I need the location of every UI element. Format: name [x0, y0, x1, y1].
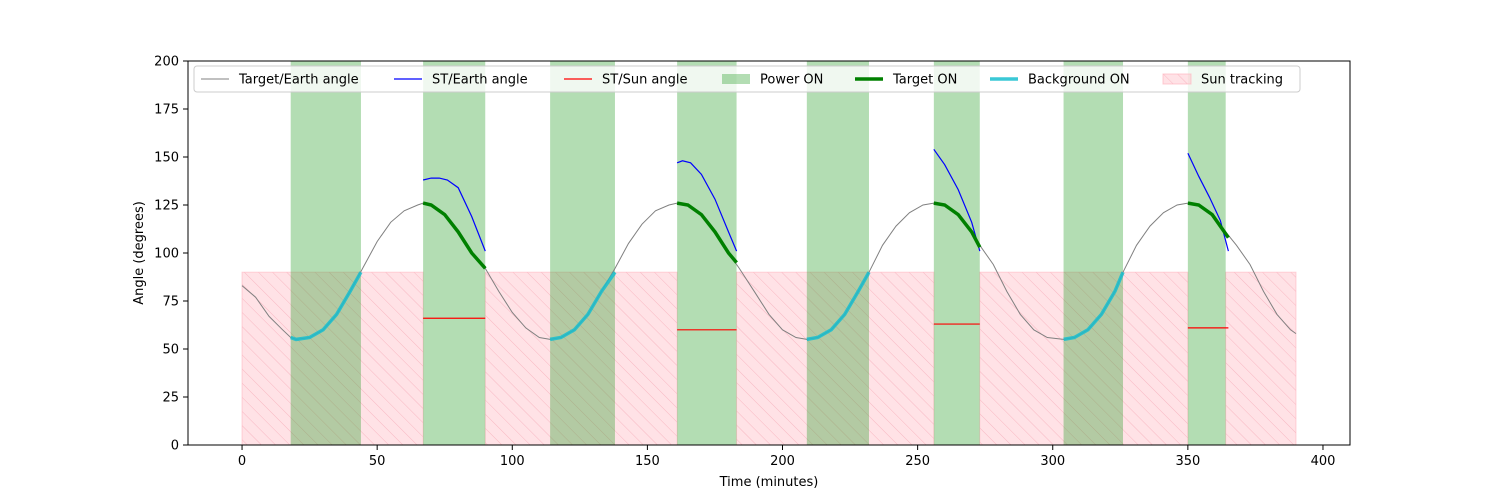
y-tick-label: 175 [154, 103, 179, 118]
sun-tracking-band [736, 271, 935, 446]
legend-swatch-sun-tracking [1162, 73, 1192, 85]
y-tick-label: 100 [154, 247, 179, 262]
y-tick-label: 150 [154, 151, 179, 166]
st-earth-angle-segment [422, 177, 486, 252]
sun-tracking-band [241, 271, 424, 446]
y-tick-label: 50 [162, 343, 179, 358]
axes: 0 50 100 150 200 250 300 350 400 0 25 50 75 100 125 150… [154, 55, 1351, 469]
y-tick-label: 0 [171, 439, 179, 454]
power-on-band [933, 61, 980, 445]
st-earth-angle-segment [676, 160, 738, 252]
x-tick-label: 150 [635, 454, 660, 469]
background-on-segment [549, 271, 617, 342]
legend-swatch-power-on [722, 74, 750, 84]
legend-label-target-on: Target ON [892, 73, 957, 88]
x-tick-label: 350 [1175, 454, 1200, 469]
sun-tracking-band [484, 271, 678, 446]
legend-label-power-on: Power ON [760, 73, 823, 88]
background-on-segment [1063, 271, 1125, 342]
x-axis-label: Time (minutes) [719, 475, 819, 490]
background-bands [241, 61, 1297, 446]
power-on-band [290, 61, 361, 445]
series-lines [241, 148, 1297, 342]
y-tick-label: 25 [162, 391, 179, 406]
x-tick-label: 200 [770, 454, 795, 469]
x-tick-label: 400 [1311, 454, 1336, 469]
legend-label-st-earth-angle: ST/Earth angle [432, 73, 528, 88]
x-tick-label: 0 [238, 454, 246, 469]
background-on-segment [290, 271, 363, 342]
x-tick-label: 300 [1040, 454, 1065, 469]
x-tick-label: 250 [905, 454, 930, 469]
y-tick-label: 75 [162, 295, 179, 310]
st-earth-angle-segment [933, 148, 981, 252]
background-on-segment [806, 271, 871, 342]
power-on-band [550, 61, 615, 445]
target-on-segment [933, 201, 982, 249]
target-on-segment [676, 201, 738, 264]
legend-box [193, 65, 1301, 93]
y-tick-label: 200 [154, 55, 179, 70]
power-on-band [1187, 61, 1226, 445]
sun-tracking-band [979, 271, 1189, 446]
y-axis-label: Angle (degrees) [132, 201, 147, 305]
legend-label-background-on: Background ON [1028, 73, 1130, 88]
legend-label-st-sun-angle: ST/Sun angle [602, 73, 688, 88]
y-tick-label: 125 [154, 199, 179, 214]
x-tick-label: 100 [500, 454, 525, 469]
target-on-segment [422, 201, 487, 270]
power-on-band [1063, 61, 1124, 445]
power-on-band [806, 61, 869, 445]
power-on-band [423, 61, 486, 445]
legend-label-sun-tracking: Sun tracking [1201, 73, 1283, 88]
target-on-segment [1187, 201, 1230, 239]
legend-label-target-earth-angle: Target/Earth angle [238, 73, 359, 88]
x-tick-label: 50 [369, 454, 386, 469]
sun-tracking-band [1225, 271, 1297, 446]
legend: Target/Earth angle ST/Earth angle ST/Sun a… [193, 65, 1301, 93]
